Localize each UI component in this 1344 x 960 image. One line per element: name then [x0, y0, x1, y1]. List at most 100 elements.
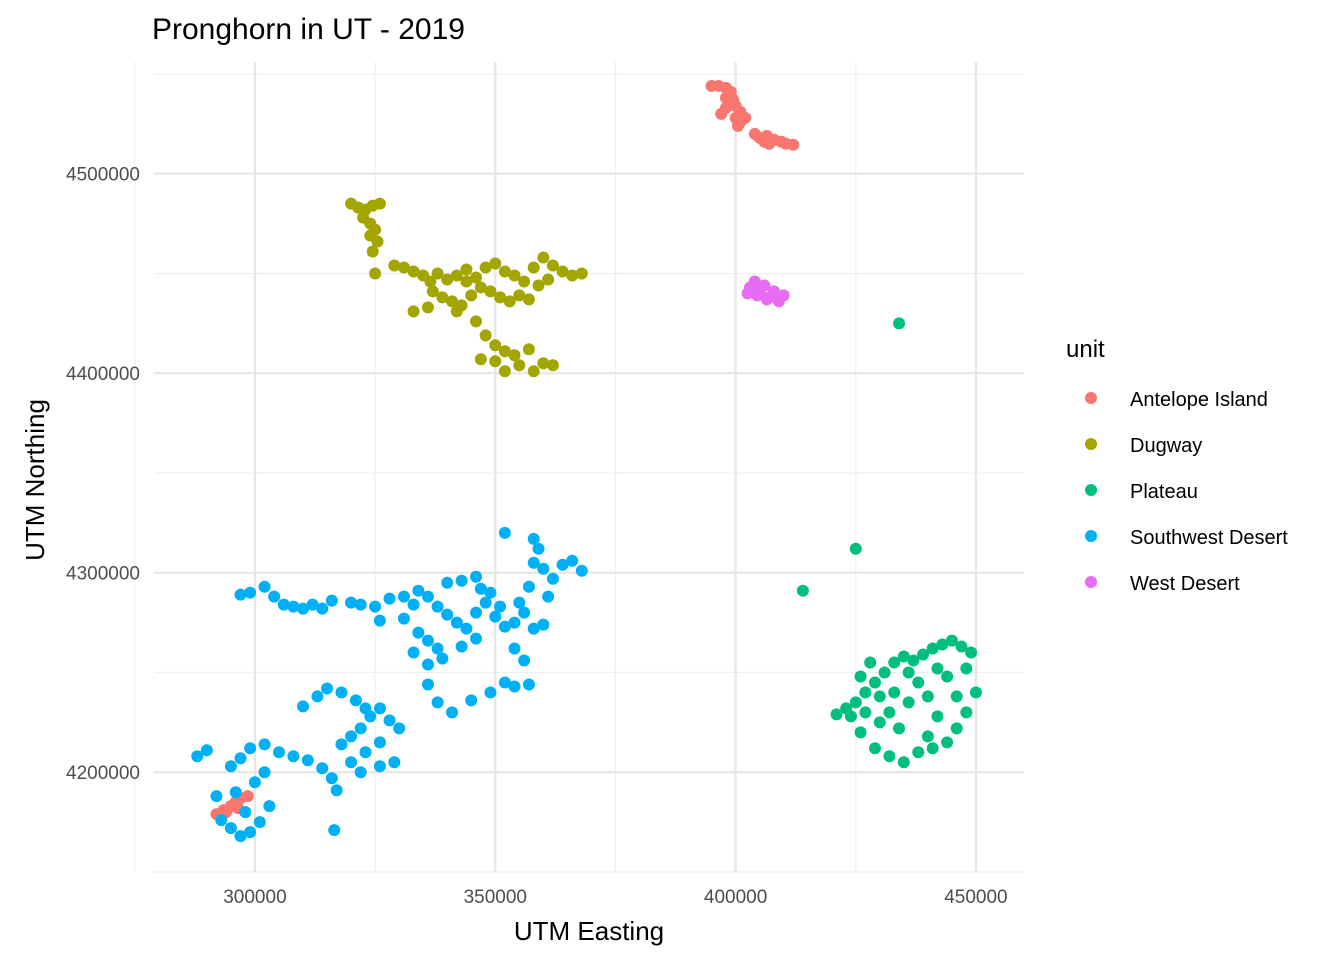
data-point: [741, 287, 754, 300]
data-point: [489, 339, 502, 352]
data-point: [484, 686, 497, 699]
series-west-desert: [741, 275, 790, 308]
data-point: [470, 632, 483, 645]
data-point: [556, 265, 569, 278]
data-point: [532, 279, 545, 292]
x-axis-title: UTM Easting: [514, 916, 664, 946]
data-point: [960, 662, 973, 675]
legend-item: Dugway: [1085, 435, 1202, 457]
data-point: [321, 682, 334, 695]
data-point: [383, 592, 396, 605]
data-point: [470, 271, 483, 284]
data-point: [431, 642, 444, 655]
data-point: [316, 762, 329, 775]
data-point: [849, 542, 862, 555]
data-point: [715, 107, 728, 120]
data-point: [868, 676, 881, 689]
data-point: [455, 640, 468, 653]
legend-item: Plateau: [1085, 481, 1198, 503]
data-point: [969, 686, 982, 699]
data-point: [239, 806, 252, 819]
data-point: [926, 642, 939, 655]
data-point: [335, 686, 348, 699]
data-point: [494, 291, 507, 304]
data-point: [248, 776, 261, 789]
data-point: [854, 726, 867, 739]
data-point: [926, 742, 939, 755]
x-tick-label: 400000: [704, 887, 767, 908]
data-point: [787, 138, 800, 151]
data-point: [397, 612, 410, 625]
legend-key: [1085, 438, 1097, 450]
data-point: [407, 265, 420, 278]
data-point: [931, 662, 944, 675]
data-point: [542, 273, 555, 286]
data-point: [479, 329, 492, 342]
data-point: [335, 738, 348, 751]
data-point: [556, 558, 569, 571]
data-point: [902, 666, 915, 679]
data-point: [945, 634, 958, 647]
data-point: [537, 562, 550, 575]
data-point: [513, 596, 526, 609]
data-point: [470, 315, 483, 328]
x-tick-label: 450000: [944, 887, 1007, 908]
data-point: [844, 710, 857, 723]
data-point: [234, 752, 247, 765]
data-point: [883, 750, 896, 763]
data-point: [397, 261, 410, 274]
series-antelope-island: [210, 79, 800, 821]
data-point: [864, 656, 877, 669]
data-point: [383, 714, 396, 727]
data-point: [912, 746, 925, 759]
data-point: [373, 736, 386, 749]
data-point: [527, 556, 540, 569]
data-point: [465, 289, 478, 302]
data-point: [431, 600, 444, 613]
legend-item: West Desert: [1085, 573, 1240, 595]
data-point: [498, 365, 511, 378]
data-point: [354, 766, 367, 779]
data-point: [412, 626, 425, 639]
data-point: [965, 646, 978, 659]
data-point: [489, 257, 502, 270]
data-point: [575, 267, 588, 280]
legend-label: West Desert: [1130, 573, 1240, 595]
data-point: [441, 576, 454, 589]
data-point: [873, 716, 886, 729]
data-point: [522, 343, 535, 356]
data-point: [508, 269, 521, 282]
data-point: [527, 532, 540, 545]
data-point: [575, 564, 588, 577]
data-point: [849, 696, 862, 709]
data-point: [508, 616, 521, 629]
data-point: [546, 259, 559, 272]
data-point: [527, 365, 540, 378]
data-point: [388, 259, 401, 272]
data-point: [474, 281, 487, 294]
data-point: [950, 722, 963, 735]
data-point: [301, 754, 314, 767]
data-point: [546, 359, 559, 372]
data-point: [407, 598, 420, 611]
data-point: [241, 790, 254, 803]
data-point: [460, 263, 473, 276]
y-tick-label: 4400000: [66, 364, 140, 385]
data-point: [893, 317, 906, 330]
data-point: [921, 730, 934, 743]
data-point: [859, 706, 872, 719]
data-point: [878, 666, 891, 679]
data-point: [760, 293, 773, 306]
data-point: [537, 251, 550, 264]
data-point: [546, 572, 559, 585]
data-point: [258, 738, 271, 751]
legend-key: [1085, 392, 1097, 404]
data-point: [777, 289, 790, 302]
data-point: [532, 542, 545, 555]
data-point: [522, 678, 535, 691]
x-tick-label: 300000: [223, 887, 286, 908]
data-point: [936, 638, 949, 651]
data-point: [513, 289, 526, 302]
data-point: [268, 590, 281, 603]
data-point: [537, 618, 550, 631]
